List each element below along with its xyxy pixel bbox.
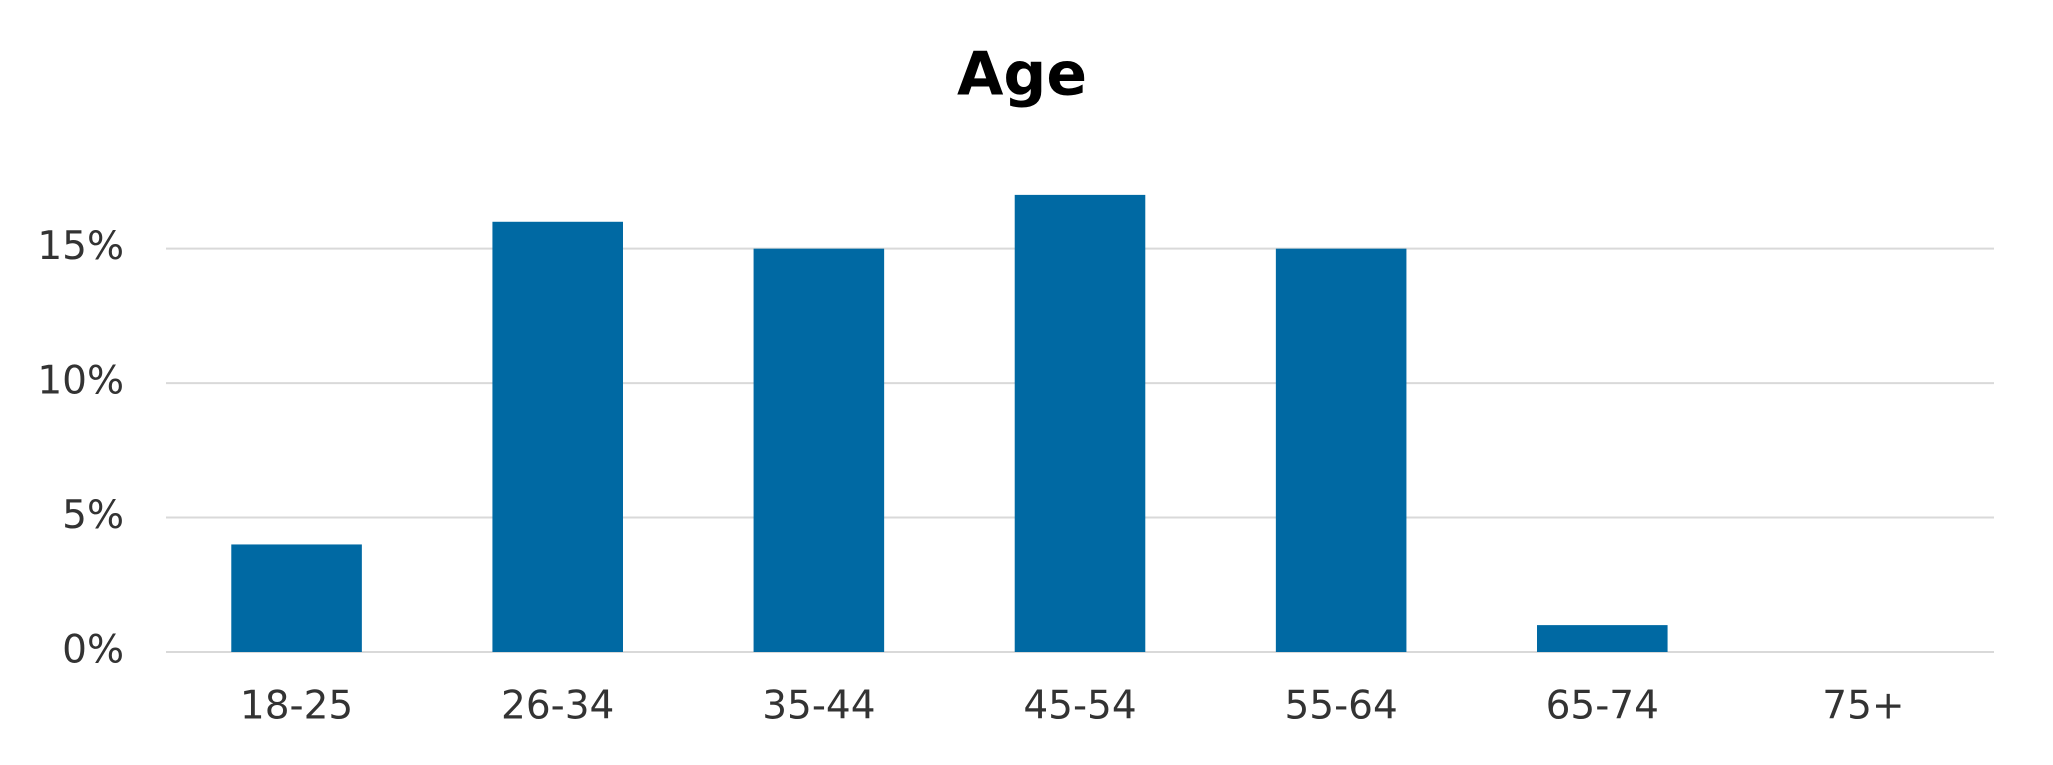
y-tick-label: 10% [37,359,124,404]
x-tick-label: 35-44 [762,684,875,729]
chart-title: Age [957,40,1087,110]
x-tick-label: 26-34 [501,684,614,729]
bar [1014,194,1146,652]
x-tick-label: 75+ [1822,684,1904,729]
y-tick-label: 5% [62,493,124,538]
bar [492,221,623,652]
x-tick-label: 18-25 [240,684,353,729]
bar [753,248,885,652]
y-tick-label: 0% [62,628,124,673]
x-tick-label: 65-74 [1546,684,1659,729]
x-tick-label: 55-64 [1284,684,1397,729]
bar [1537,625,1668,652]
x-tick-label: 45-54 [1023,684,1136,729]
bar [1275,248,1407,652]
bar [231,544,362,652]
y-tick-label: 15% [37,224,124,269]
